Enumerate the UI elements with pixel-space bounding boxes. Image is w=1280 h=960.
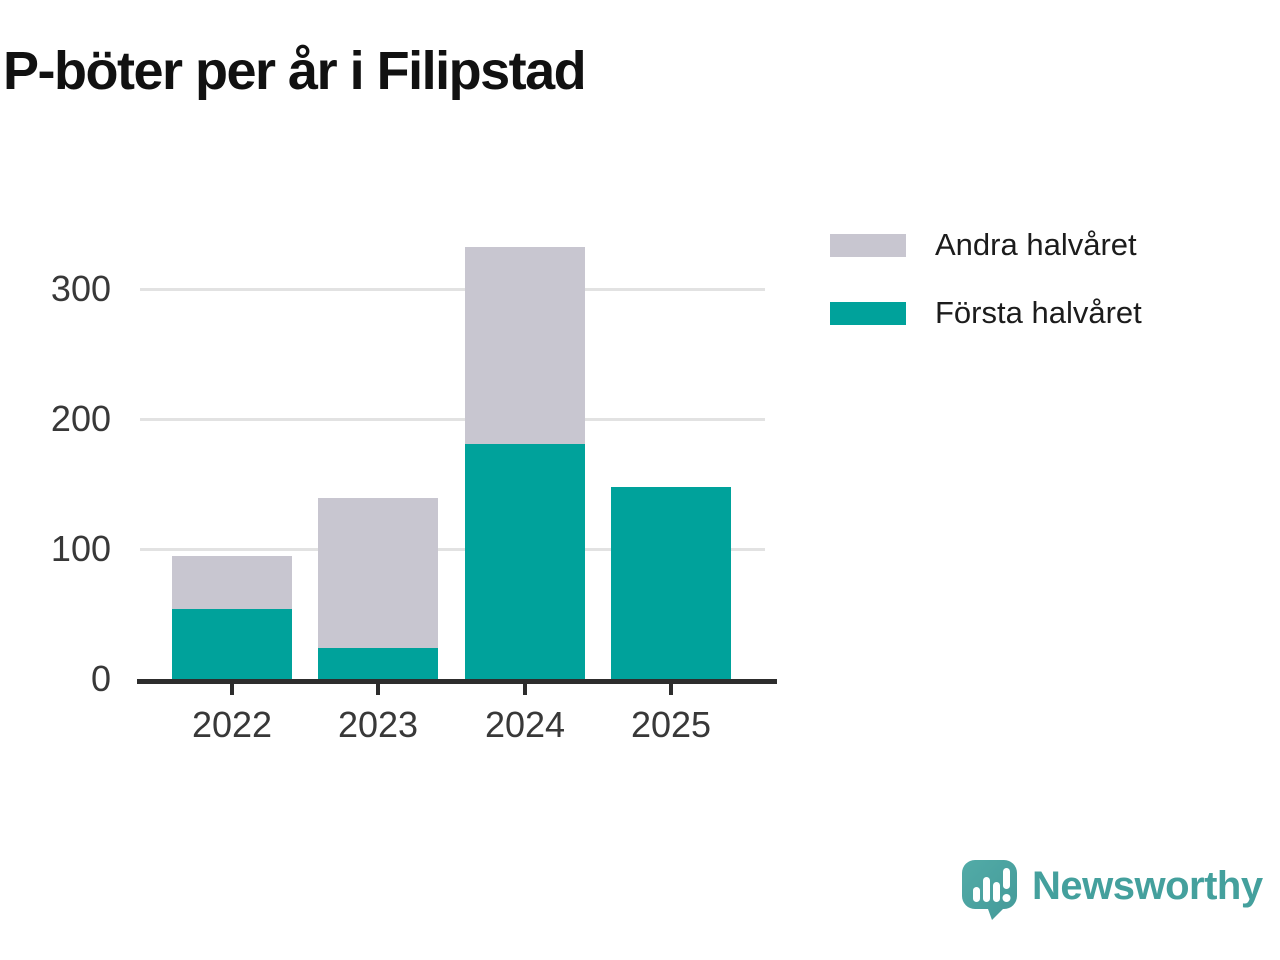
y-axis-label: 200 — [50, 398, 111, 439]
x-tick-2025 — [669, 683, 673, 695]
x-axis-label: 2024 — [484, 704, 566, 745]
x-axis-label: 2023 — [337, 704, 419, 745]
bar-segment-2025-f-rsta-halv-ret — [611, 486, 731, 679]
bar-segment-2023-andra-halv-ret — [318, 498, 438, 648]
bar-segment-2022-andra-halv-ret — [172, 555, 292, 609]
legend-item-andra-halvaret: Andra halvåret — [830, 227, 1142, 263]
newsworthy-logo-icon — [962, 860, 1017, 920]
newsworthy-logo: Newsworthy — [962, 860, 1263, 920]
x-axis-label: 2025 — [630, 704, 712, 745]
y-axis-label: 100 — [50, 528, 111, 569]
bar-segment-2022-f-rsta-halv-ret — [172, 608, 292, 679]
x-axis-line — [137, 679, 777, 684]
legend: Andra halvåret Första halvåret — [830, 227, 1142, 363]
y-axis-label: 300 — [50, 268, 111, 309]
bar-segment-2024-andra-halv-ret — [465, 247, 585, 444]
legend-label: Andra halvåret — [935, 227, 1137, 262]
x-axis-label: 2022 — [191, 704, 273, 745]
bar-segment-2024-f-rsta-halv-ret — [465, 443, 585, 679]
x-tick-2023 — [376, 683, 380, 695]
legend-swatch-forsta-halvaret — [830, 301, 906, 325]
legend-swatch-andra-halvaret — [830, 233, 906, 257]
y-gridline-100 — [140, 548, 765, 551]
x-tick-2022 — [230, 683, 234, 695]
y-gridline-300 — [140, 288, 765, 291]
legend-item-forsta-halvaret: Första halvåret — [830, 295, 1142, 331]
chart-title: P-böter per år i Filipstad — [3, 41, 587, 101]
y-axis-label: 0 — [90, 658, 111, 699]
newsworthy-logo-text: Newsworthy — [1032, 864, 1263, 908]
x-tick-2024 — [523, 683, 527, 695]
legend-label: Första halvåret — [935, 295, 1142, 330]
bar-segment-2023-f-rsta-halv-ret — [318, 647, 438, 679]
y-gridline-200 — [140, 418, 765, 421]
